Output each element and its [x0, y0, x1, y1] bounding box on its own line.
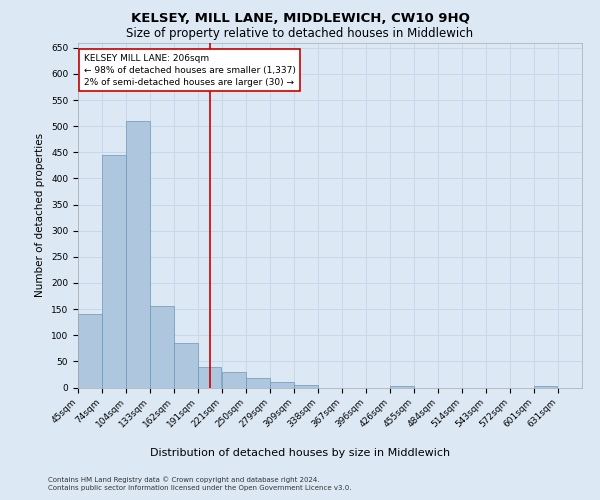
Bar [222, 372, 246, 388]
Bar [295, 385, 318, 388]
Bar [102, 155, 125, 388]
Text: Contains HM Land Registry data © Crown copyright and database right 2024.: Contains HM Land Registry data © Crown c… [48, 476, 320, 482]
Text: Contains public sector information licensed under the Open Government Licence v3: Contains public sector information licen… [48, 485, 352, 491]
Bar [78, 314, 102, 388]
Bar [246, 378, 270, 388]
Bar [127, 121, 150, 388]
Bar [150, 306, 174, 388]
Bar [533, 386, 557, 388]
Bar [270, 382, 293, 388]
Bar [174, 343, 197, 388]
Text: KELSEY, MILL LANE, MIDDLEWICH, CW10 9HQ: KELSEY, MILL LANE, MIDDLEWICH, CW10 9HQ [131, 12, 469, 26]
Bar [390, 386, 414, 388]
Text: Distribution of detached houses by size in Middlewich: Distribution of detached houses by size … [150, 448, 450, 458]
Text: Size of property relative to detached houses in Middlewich: Size of property relative to detached ho… [127, 28, 473, 40]
Y-axis label: Number of detached properties: Number of detached properties [35, 133, 46, 297]
Bar [197, 366, 221, 388]
Text: KELSEY MILL LANE: 206sqm
← 98% of detached houses are smaller (1,337)
2% of semi: KELSEY MILL LANE: 206sqm ← 98% of detach… [84, 54, 296, 86]
